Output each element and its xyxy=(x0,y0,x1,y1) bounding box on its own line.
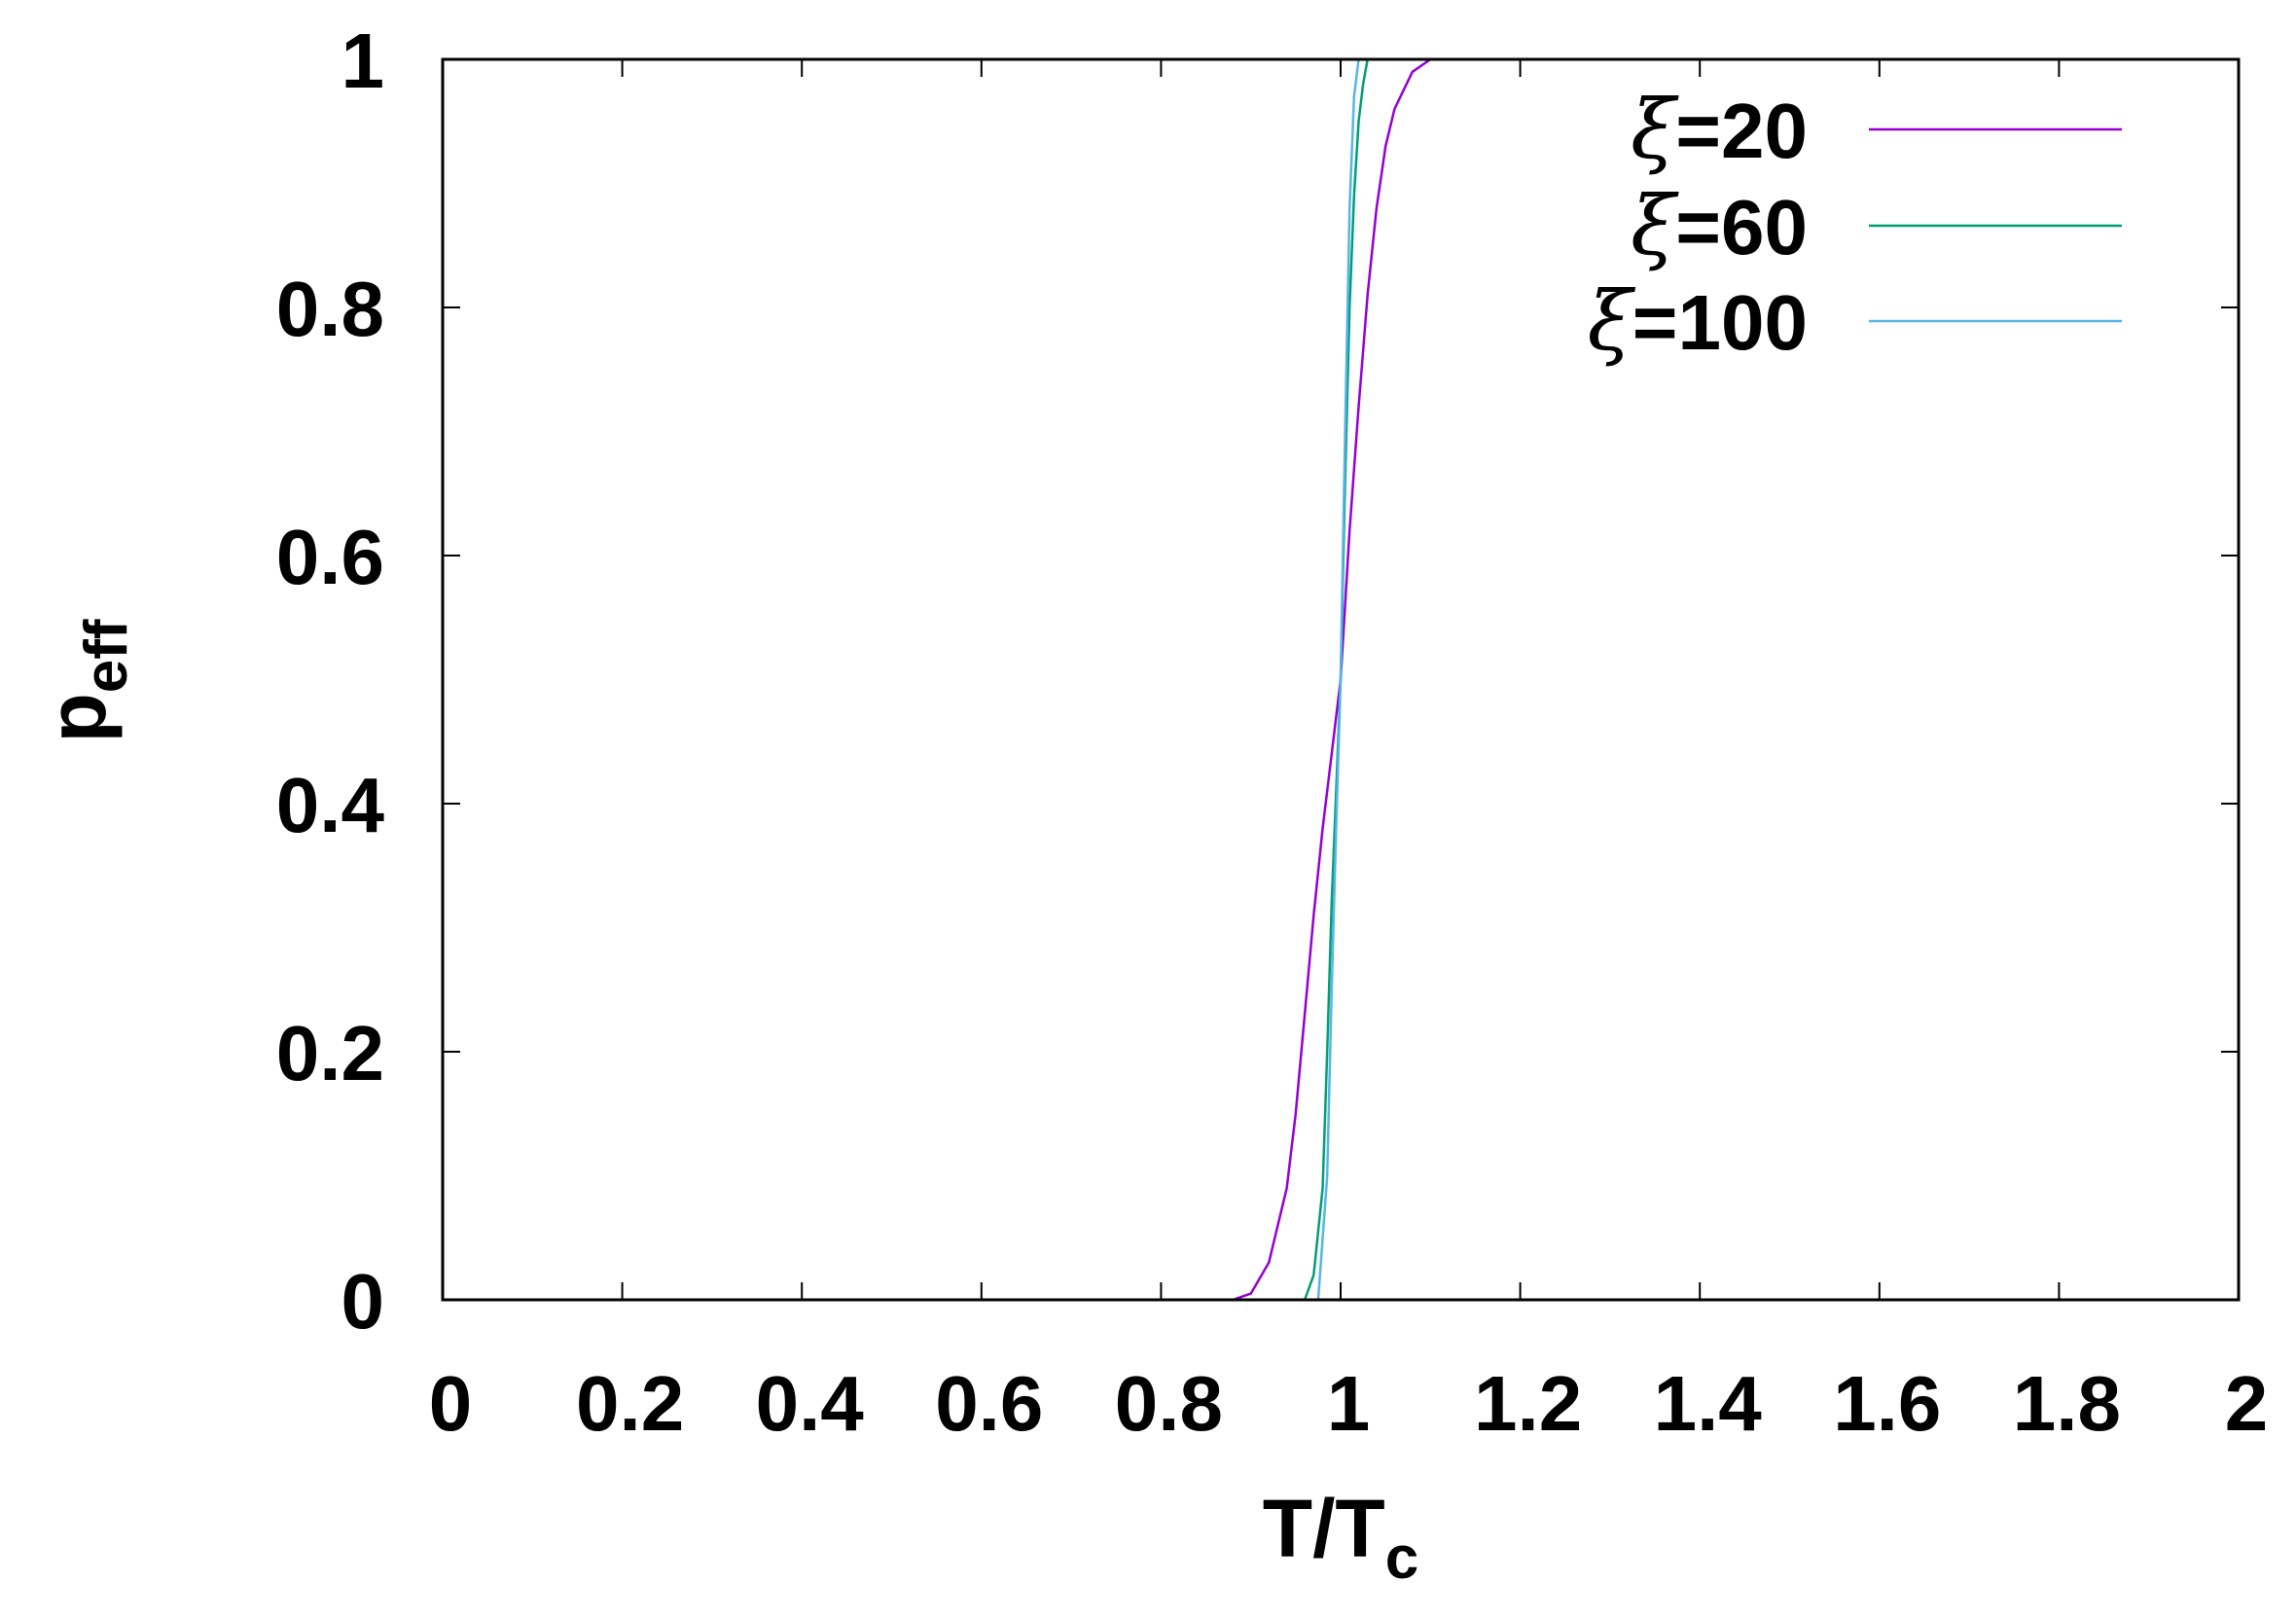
legend-entry: ξ=100 xyxy=(1588,273,2122,369)
y-tick-label: 0 xyxy=(341,1258,385,1345)
ticks-layer xyxy=(443,59,2239,1300)
legend-label-suffix: =60 xyxy=(1675,184,1808,270)
plot-frame xyxy=(441,57,2241,1302)
legend-label: ξ=100 xyxy=(1588,273,1808,369)
series-line-1 xyxy=(1161,57,1521,1302)
x-tick-label: 1 xyxy=(1327,1360,1371,1447)
x-axis-title-sub: c xyxy=(1385,1525,1418,1592)
y-tick-label: 0.2 xyxy=(276,1010,384,1096)
x-tick-label: 0.8 xyxy=(1115,1360,1223,1447)
x-axis-title: T/Tc xyxy=(1263,1483,1418,1592)
x-axis-title-main: T/T xyxy=(1263,1483,1385,1574)
legend-label-suffix: =100 xyxy=(1632,279,1808,366)
y-tick-label: 1 xyxy=(341,18,385,104)
x-tick-labels: 0 0.2 0.4 0.6 0.8 1 1.2 1.4 1.6 1.8 2 xyxy=(429,1360,2269,1447)
x-tick-label: 1.2 xyxy=(1474,1360,1582,1447)
x-tick-label: 0 xyxy=(429,1360,473,1447)
y-tick-label: 0.6 xyxy=(276,514,384,600)
x-tick-label: 0.6 xyxy=(935,1360,1043,1447)
x-tick-label: 0.4 xyxy=(756,1360,865,1447)
legend-label-suffix: =20 xyxy=(1675,88,1808,174)
legend-entry: ξ=60 xyxy=(1631,178,2122,273)
y-axis-title-sub: eff xyxy=(73,619,140,693)
legend-label-symbol: ξ xyxy=(1588,273,1636,369)
series-line-3 xyxy=(1161,57,1521,1302)
legend: ξ=20ξ=60ξ=100 xyxy=(1588,82,2122,369)
plot-lines xyxy=(1161,57,1521,1302)
legend-entry: ξ=20 xyxy=(1631,82,2122,177)
legend-label-symbol: ξ xyxy=(1631,82,1679,177)
y-tick-labels: 0 0.2 0.4 0.6 0.8 1 xyxy=(276,18,385,1345)
legend-label: ξ=60 xyxy=(1631,178,1808,273)
x-tick-label: 1.6 xyxy=(1833,1360,1941,1447)
x-tick-label: 0.2 xyxy=(576,1360,684,1447)
x-tick-label: 2 xyxy=(2225,1360,2269,1447)
y-axis-title: peff xyxy=(31,619,140,742)
x-tick-label: 1.8 xyxy=(2013,1360,2121,1447)
legend-label: ξ=20 xyxy=(1631,82,1808,177)
x-tick-label: 1.4 xyxy=(1654,1360,1763,1447)
y-tick-label: 0.8 xyxy=(276,266,384,352)
legend-label-symbol: ξ xyxy=(1631,178,1679,273)
y-tick-label: 0.4 xyxy=(276,762,385,848)
y-axis-title-main: p xyxy=(31,693,123,742)
